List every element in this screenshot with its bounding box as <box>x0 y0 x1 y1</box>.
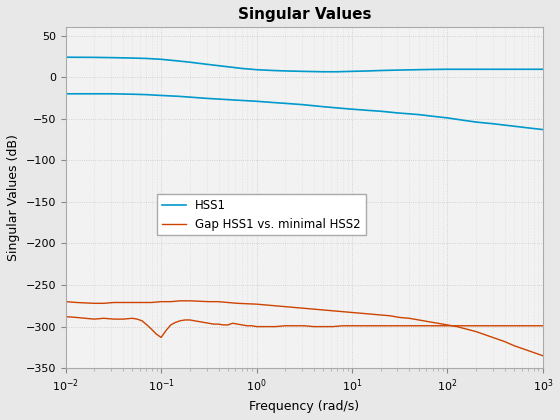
HSS1 <box>511 67 517 72</box>
HSS1 <box>416 67 422 72</box>
Line: HSS1: HSS1 <box>66 57 543 72</box>
HSS1 <box>282 68 288 74</box>
X-axis label: Frequency (rad/s): Frequency (rad/s) <box>249 400 360 413</box>
Line: Gap HSS1 vs. minimal HSS2: Gap HSS1 vs. minimal HSS2 <box>66 301 543 356</box>
HSS1 <box>62 55 69 60</box>
HSS1 <box>203 62 210 67</box>
HSS1 <box>320 69 326 74</box>
HSS1 <box>334 69 340 74</box>
HSS1 <box>525 67 531 72</box>
Y-axis label: Singular Values (dB): Singular Values (dB) <box>7 134 20 261</box>
HSS1 <box>108 55 115 60</box>
HSS1 <box>430 67 436 72</box>
HSS1 <box>444 67 451 72</box>
HSS1 <box>539 67 546 72</box>
HSS1 <box>349 69 356 74</box>
Gap HSS1 vs. minimal HSS2 <box>416 318 422 323</box>
Gap HSS1 vs. minimal HSS2 <box>215 299 222 304</box>
Legend: HSS1, Gap HSS1 vs. minimal HSS2: HSS1, Gap HSS1 vs. minimal HSS2 <box>157 194 366 236</box>
Gap HSS1 vs. minimal HSS2 <box>539 353 546 358</box>
HSS1 <box>394 68 401 73</box>
HSS1 <box>129 55 136 60</box>
Gap HSS1 vs. minimal HSS2 <box>167 299 174 304</box>
Gap HSS1 vs. minimal HSS2 <box>387 313 394 318</box>
HSS1 <box>158 57 165 62</box>
HSS1 <box>253 67 260 72</box>
HSS1 <box>225 64 231 69</box>
HSS1 <box>186 60 193 65</box>
HSS1 <box>298 69 305 74</box>
HSS1 <box>377 68 384 73</box>
HSS1 <box>143 56 150 61</box>
HSS1 <box>489 67 496 72</box>
Gap HSS1 vs. minimal HSS2 <box>177 298 184 303</box>
HSS1 <box>366 68 372 74</box>
Gap HSS1 vs. minimal HSS2 <box>530 350 536 355</box>
Gap HSS1 vs. minimal HSS2 <box>225 300 231 305</box>
HSS1 <box>461 67 468 72</box>
HSS1 <box>239 66 245 71</box>
Title: Singular Values: Singular Values <box>237 7 371 22</box>
HSS1 <box>270 68 277 73</box>
HSS1 <box>175 58 181 63</box>
HSS1 <box>473 67 479 72</box>
HSS1 <box>91 55 98 60</box>
Gap HSS1 vs. minimal HSS2 <box>62 299 69 304</box>
